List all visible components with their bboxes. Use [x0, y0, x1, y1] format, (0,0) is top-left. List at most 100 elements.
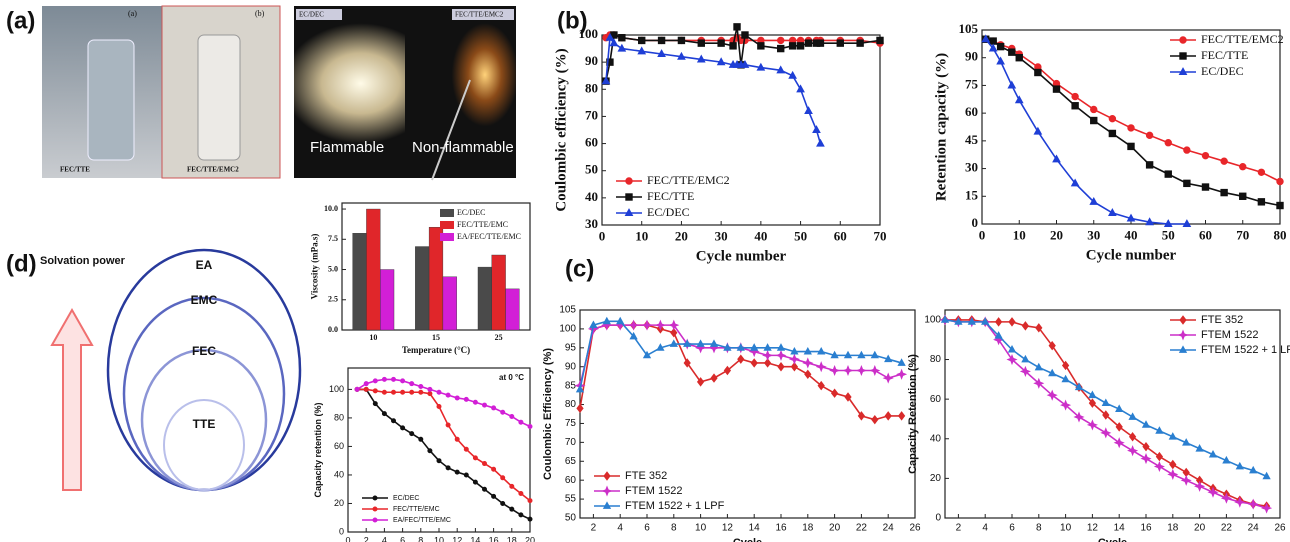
marker [1155, 451, 1164, 462]
x-tick-label: 8 [418, 536, 423, 542]
marker [756, 62, 766, 71]
marker [1182, 438, 1191, 446]
plot-frame [944, 309, 1281, 519]
marker [1088, 390, 1097, 399]
y-tick-label: 80 [334, 412, 344, 422]
marker [1168, 432, 1177, 440]
bar [428, 226, 444, 331]
marker [967, 317, 976, 325]
marker [748, 346, 760, 358]
marker [354, 386, 360, 392]
marker [1235, 461, 1244, 470]
marker [796, 84, 805, 93]
marker [870, 350, 879, 359]
marker [641, 319, 653, 331]
legend-label: EA/FEC/TTE/EMC [457, 232, 521, 241]
x-tick-label: 10 [1013, 227, 1026, 242]
marker [777, 362, 785, 372]
marker [491, 405, 497, 411]
marker [463, 446, 469, 452]
marker [1128, 412, 1137, 420]
marker [656, 343, 665, 351]
bar [505, 288, 520, 331]
legend-label: FEC/TTE [1201, 48, 1248, 62]
y-tick-label: 90 [965, 49, 978, 64]
x-tick-label: 20 [675, 228, 688, 243]
marker [1048, 340, 1056, 351]
marker [527, 498, 533, 504]
x-tick-label: 80 [1274, 227, 1287, 242]
x-tick-label: 0 [979, 227, 986, 242]
vial [197, 34, 241, 161]
marker [1128, 432, 1137, 442]
marker [1007, 344, 1017, 353]
legend-label: EC/DEC [647, 205, 690, 219]
bar [380, 269, 395, 331]
marker [509, 483, 515, 489]
marker [518, 490, 524, 496]
marker [1261, 502, 1273, 514]
photo-vials: (a) (b) FEC/TTE FEC/TTE/EMC2 [42, 5, 281, 179]
axis-label: Solvation power [40, 255, 126, 267]
marker [1163, 219, 1173, 228]
x-tick-label: 14 [470, 536, 480, 542]
marker [500, 475, 506, 481]
marker [1276, 177, 1284, 186]
x-tick-label: 4 [617, 523, 623, 534]
chart: 0 20 40 60 80 100 Capacity Retention (%) Cycle 2… [907, 309, 1290, 542]
marker [1179, 315, 1187, 325]
x-tick-label: 16 [489, 536, 499, 542]
series-line [356, 378, 531, 428]
marker [657, 49, 666, 58]
series-line [985, 38, 1187, 225]
marker [1145, 217, 1154, 226]
marker [1195, 444, 1204, 452]
marker [829, 364, 841, 377]
marker [391, 418, 396, 424]
y-axis-label: Coulombic efficiency (%) [554, 48, 570, 211]
marker [1126, 213, 1136, 222]
marker [454, 395, 460, 401]
marker [657, 36, 666, 45]
legend-swatch [440, 221, 454, 229]
marker [1127, 445, 1139, 457]
marker [1127, 142, 1135, 151]
marker [1178, 345, 1188, 353]
marker [815, 361, 827, 373]
x-tick-label: 26 [909, 523, 921, 534]
y-tick-label: 60 [334, 441, 344, 451]
marker [788, 42, 797, 50]
x-tick-label: 20 [1050, 227, 1063, 242]
x-tick-label: 70 [874, 228, 887, 243]
marker [617, 43, 627, 52]
marker [1089, 196, 1099, 205]
bar [352, 233, 367, 331]
x-tick-label: 70 [1236, 227, 1249, 242]
y-tick-label: 100 [924, 315, 941, 326]
marker [1153, 460, 1165, 473]
marker [763, 358, 772, 368]
series-line [579, 324, 902, 421]
x-tick-label: 60 [834, 228, 847, 243]
marker [1052, 85, 1061, 93]
marker [527, 423, 533, 429]
marker [391, 376, 396, 382]
y-tick-label: 105 [959, 21, 979, 36]
shell [122, 296, 286, 492]
series-line [357, 388, 531, 520]
marker [857, 350, 866, 359]
marker [472, 455, 478, 461]
marker [804, 39, 813, 47]
y-tick-label: 55 [565, 494, 577, 505]
bar [366, 208, 381, 331]
x-tick-label: 8 [1036, 523, 1042, 534]
marker [1108, 208, 1117, 216]
marker [1257, 198, 1266, 206]
panel-label: (b) [557, 7, 588, 34]
marker [989, 37, 997, 45]
marker [363, 386, 369, 392]
y-tick-label: 45 [965, 132, 979, 147]
x-tick-label: 50 [794, 228, 807, 243]
x-tick-label: 25 [495, 333, 503, 342]
marker [1262, 471, 1271, 480]
